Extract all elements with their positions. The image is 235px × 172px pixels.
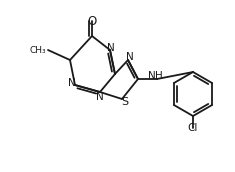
Text: N: N	[148, 71, 156, 81]
Text: S: S	[121, 97, 129, 107]
Text: N: N	[96, 92, 104, 102]
Text: N: N	[107, 43, 115, 53]
Text: H: H	[155, 71, 163, 81]
Text: O: O	[87, 14, 97, 28]
Text: Cl: Cl	[188, 123, 198, 133]
Text: CH₃: CH₃	[29, 46, 46, 55]
Text: N: N	[126, 52, 134, 62]
Text: N: N	[68, 78, 76, 88]
